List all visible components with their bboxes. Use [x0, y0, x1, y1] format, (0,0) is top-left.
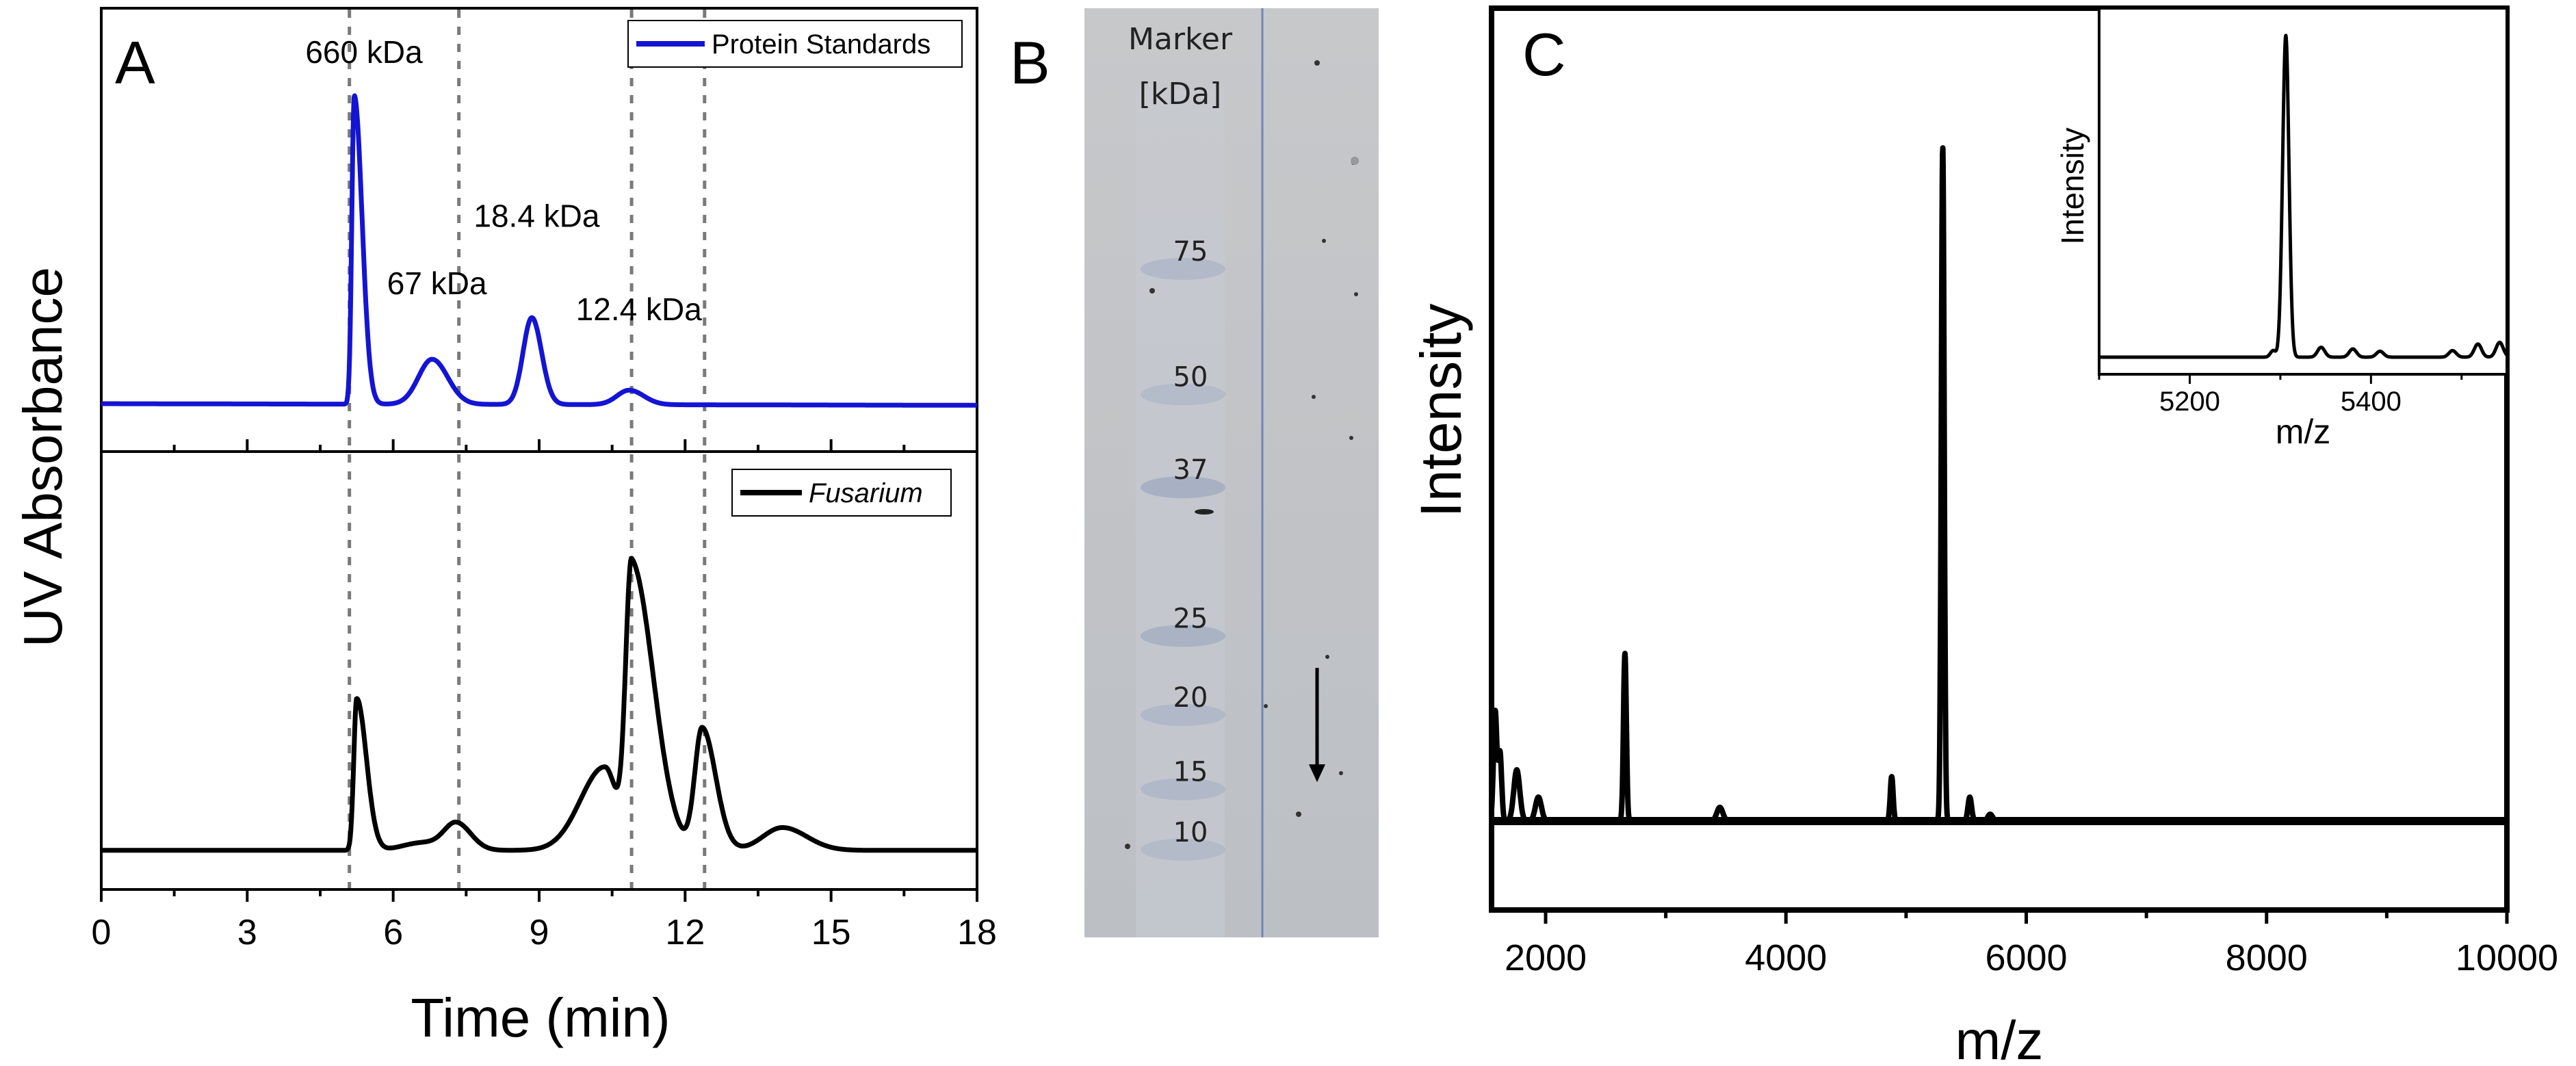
panel-a-x-tick-label: 18 [957, 913, 997, 952]
standards-trace [99, 93, 979, 408]
marker-band [1141, 778, 1225, 801]
marker-band [1141, 383, 1225, 406]
ms-x-tick-label: 6000 [1985, 937, 2067, 978]
panel-a-guide-lines [348, 10, 707, 888]
panel-label-a: A [115, 29, 155, 96]
marker-band [1141, 476, 1225, 499]
inset-x-ticks: 5200 5400 [2098, 374, 2463, 417]
ms-x-axis-label: m/z [1955, 1010, 2044, 1066]
sample-plot-frame [100, 450, 978, 891]
panel-a-x-axis-label: Time (min) [411, 987, 670, 1048]
ms-plot-frame [1489, 5, 2510, 913]
gel-header-line-1: Marker [1128, 22, 1233, 57]
panel-a-x-tick-label: 9 [530, 913, 549, 952]
panel-a-x-tick-label: 12 [665, 913, 705, 952]
peak-annotation: 18.4 kDa [473, 198, 600, 234]
inset-x-axis-label: m/z [2276, 413, 2331, 451]
sample-trace [99, 556, 979, 853]
ms-x-tick-label: 4000 [1745, 937, 1827, 978]
sample-x-ticks: 0 3 6 9 12 15 18 [92, 889, 997, 952]
marker-band [1141, 258, 1225, 281]
panel-a-x-tick-label: 0 [92, 913, 112, 952]
panel-a-x-tick-label: 15 [811, 913, 851, 952]
panel-c-mass-spectrum: C 2000 4000 6000 8000 10000 Intensity m/z 52… [1409, 5, 2558, 1066]
marker-band [1141, 625, 1225, 647]
marker-band [1141, 838, 1225, 861]
marker-band-label: 37 [1173, 454, 1208, 486]
peak-annotation: 67 kDa [387, 265, 487, 301]
panel-a-x-tick-label: 3 [237, 913, 257, 952]
gel-specks [1125, 60, 1359, 849]
standards-legend: Protein Standards [627, 20, 963, 68]
marker-band-label: 10 [1173, 817, 1208, 848]
inset-x-tick-label: 5200 [2159, 387, 2220, 417]
marker-band-label: 15 [1173, 757, 1208, 788]
gel-arrow [1309, 668, 1325, 783]
standards-legend-label: Protein Standards [712, 29, 931, 60]
marker-band-label: 25 [1173, 603, 1208, 634]
marker-band [1141, 703, 1225, 726]
inset-frame [2098, 7, 2508, 376]
marker-band-labels: 75 50 37 25 20 15 10 [1173, 236, 1208, 848]
ms-x-tick-label: 8000 [2226, 937, 2308, 978]
inset-x-tick-label: 5400 [2341, 387, 2402, 417]
ms-x-ticks: 2000 4000 6000 8000 10000 [1505, 910, 2558, 978]
panel-label-c: C [1522, 21, 1566, 88]
panel-b-gel: B Marker [kDa] 75 50 37 25 20 15 10 [1010, 8, 1379, 937]
sample-legend-label: Fusarium [809, 478, 923, 508]
standards-peak-annotations: 660 kDa 67 kDa 18.4 kDa 12.4 kDa [305, 34, 702, 327]
panel-label-b: B [1010, 29, 1050, 96]
panel-a-x-tick-label: 6 [383, 913, 403, 952]
marker-band-label: 75 [1173, 236, 1208, 268]
marker-bands [1141, 258, 1225, 861]
marker-band-label: 20 [1173, 682, 1208, 714]
gel-header-line-2: [kDa] [1139, 77, 1222, 112]
standards-x-ticks [100, 439, 978, 452]
inset-trace [2097, 34, 2509, 359]
ms-inset: 5200 5400 Intensity m/z [2055, 7, 2509, 451]
inset-y-axis-label: Intensity [2055, 127, 2090, 244]
panel-a-chromatogram: A UV Absorbance Time (min) 660 kDa 67 kDa… [12, 7, 997, 1048]
sample-legend: Fusarium [731, 469, 952, 517]
peak-annotation: 12.4 kDa [576, 291, 703, 327]
ms-y-axis-label: Intensity [1409, 304, 1473, 518]
marker-band-label: 50 [1173, 361, 1208, 393]
panel-a-y-axis-label: UV Absorbance [12, 267, 73, 647]
gel-arrow-head [1309, 764, 1325, 783]
gel-image [1084, 8, 1379, 937]
ms-x-tick-label: 2000 [1505, 937, 1587, 978]
peak-annotation: 660 kDa [305, 34, 423, 70]
ms-x-tick-label: 10000 [2456, 937, 2558, 978]
